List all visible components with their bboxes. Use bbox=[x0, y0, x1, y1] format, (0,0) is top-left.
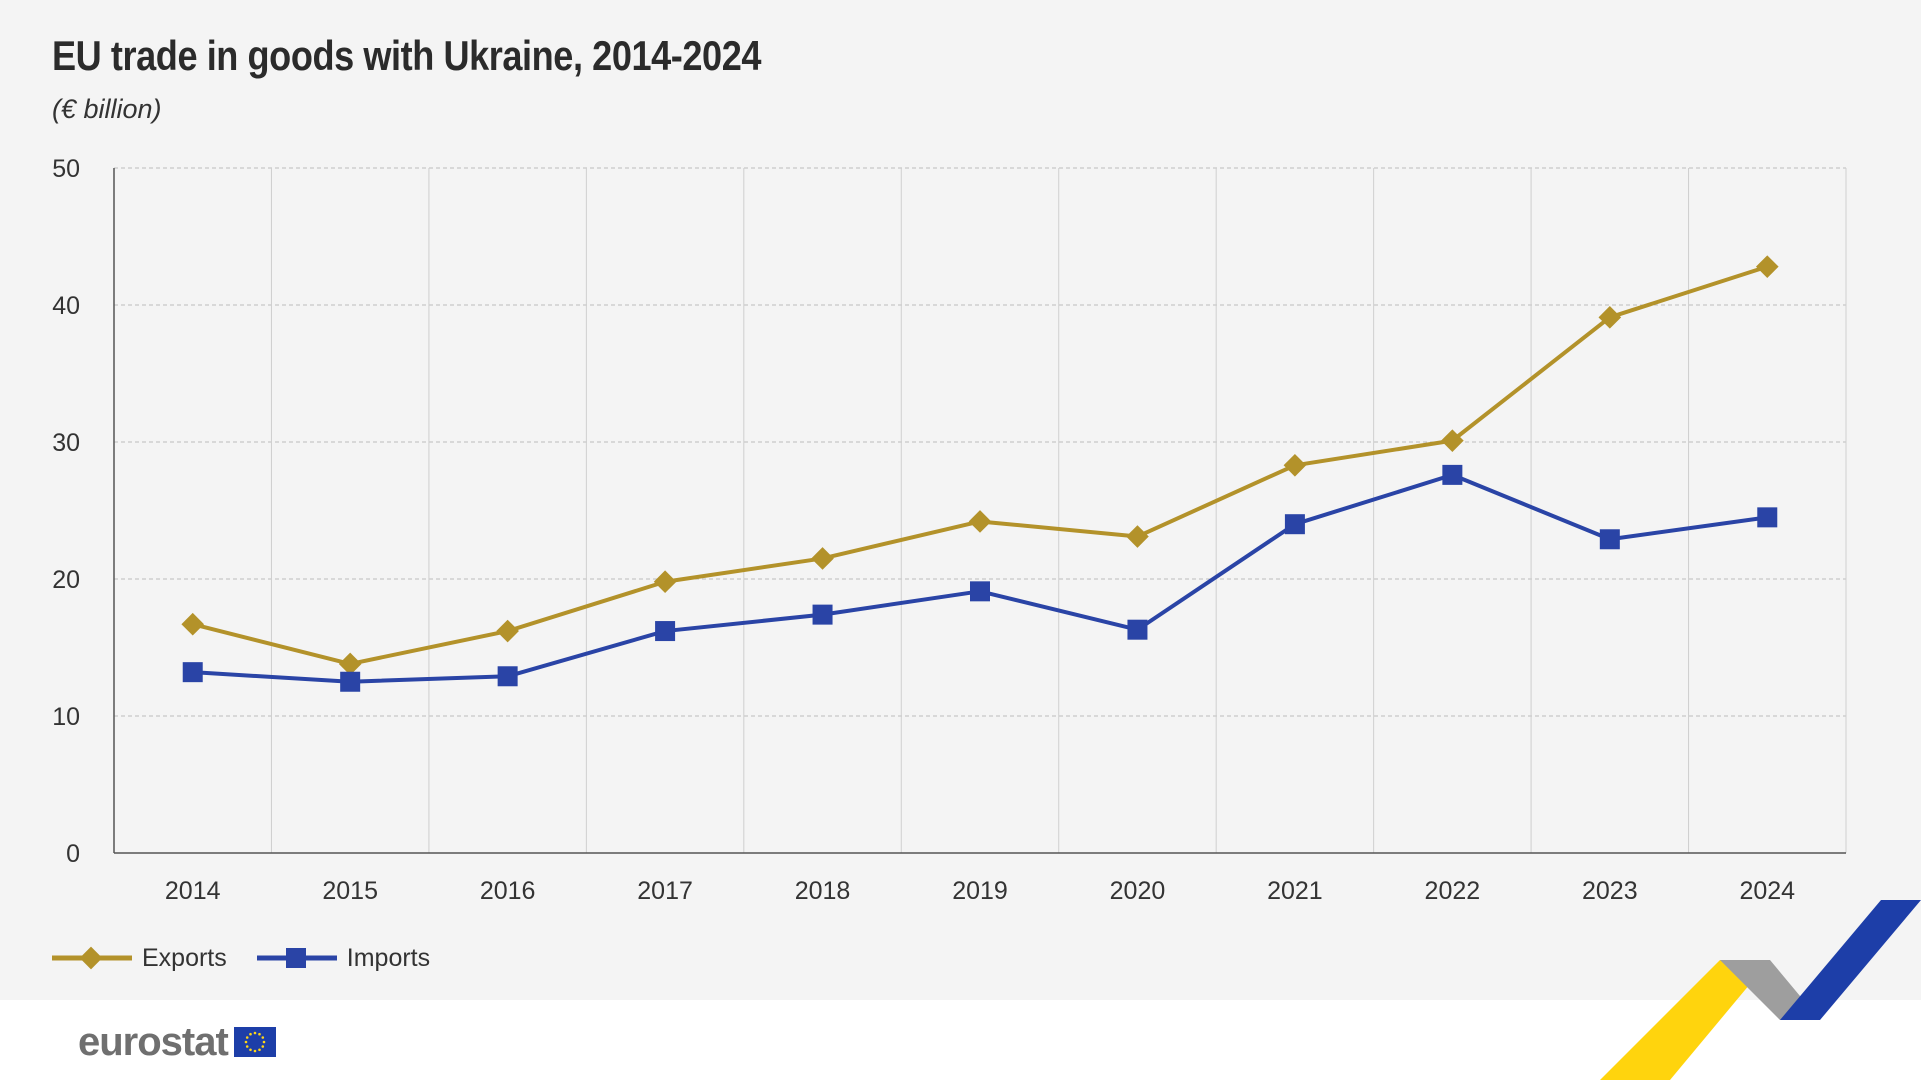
data-point-exports bbox=[1598, 306, 1622, 329]
chart-subtitle: (€ billion) bbox=[52, 94, 162, 124]
y-tick-label: 30 bbox=[52, 429, 80, 457]
x-tick-label: 2018 bbox=[795, 877, 851, 905]
x-tick-label: 2016 bbox=[480, 877, 536, 905]
x-tick-label: 2019 bbox=[952, 877, 1008, 905]
chart-panel bbox=[0, 0, 1921, 1000]
legend-item-imports: Imports bbox=[256, 943, 431, 973]
data-point-exports bbox=[1441, 429, 1464, 452]
data-point-imports bbox=[340, 671, 361, 692]
y-tick-label: 0 bbox=[66, 840, 80, 868]
x-tick-label: 2020 bbox=[1110, 877, 1166, 905]
x-tick-label: 2022 bbox=[1425, 877, 1481, 905]
data-point-imports bbox=[970, 581, 990, 602]
data-point-exports bbox=[496, 619, 519, 643]
data-point-exports bbox=[968, 510, 992, 533]
legend-label-imports: Imports bbox=[346, 943, 431, 972]
x-tick-label: 2024 bbox=[1739, 877, 1795, 905]
y-tick-label: 40 bbox=[52, 292, 80, 320]
legend: Exports Imports bbox=[52, 940, 430, 976]
data-point-imports bbox=[497, 666, 518, 687]
data-point-exports bbox=[338, 652, 362, 676]
data-point-imports bbox=[1599, 529, 1620, 550]
x-tick-label: 2021 bbox=[1267, 877, 1323, 905]
x-tick-label: 2017 bbox=[637, 877, 693, 905]
y-tick-label: 50 bbox=[52, 155, 80, 183]
data-point-imports bbox=[1442, 464, 1463, 485]
data-point-exports bbox=[181, 612, 205, 636]
y-tick-label: 10 bbox=[52, 703, 80, 731]
diamond-marker-icon bbox=[52, 946, 132, 970]
eu-flag-icon bbox=[233, 1027, 276, 1057]
data-point-imports bbox=[1127, 619, 1148, 640]
data-point-exports bbox=[653, 570, 677, 594]
x-tick-label: 2015 bbox=[322, 877, 378, 905]
data-point-imports bbox=[1757, 507, 1778, 528]
legend-label-exports: Exports bbox=[142, 943, 227, 972]
square-marker-icon bbox=[256, 948, 337, 968]
data-point-exports bbox=[811, 547, 834, 570]
ribbon-decoration-icon bbox=[1600, 900, 1921, 1080]
legend-item-exports: Exports bbox=[52, 944, 227, 973]
x-tick-label: 2023 bbox=[1582, 877, 1638, 905]
data-point-exports bbox=[1755, 255, 1779, 278]
data-point-imports bbox=[655, 621, 676, 642]
data-point-exports bbox=[1126, 525, 1149, 548]
y-tick-label: 20 bbox=[52, 566, 80, 594]
data-point-imports bbox=[1284, 514, 1305, 535]
logo-text: eurostat bbox=[78, 1019, 229, 1064]
eurostat-logo: eurostat bbox=[78, 1018, 276, 1066]
x-tick-label: 2014 bbox=[165, 877, 221, 905]
chart-title: EU trade in goods with Ukraine, 2014-202… bbox=[52, 32, 762, 79]
data-point-imports bbox=[812, 604, 833, 625]
data-point-imports bbox=[182, 662, 203, 683]
data-point-exports bbox=[1283, 453, 1307, 477]
line-chart: 0 10 20 30 40 50 2014 2015 2016 2017 2018 2019 2020 2… bbox=[52, 155, 1847, 905]
